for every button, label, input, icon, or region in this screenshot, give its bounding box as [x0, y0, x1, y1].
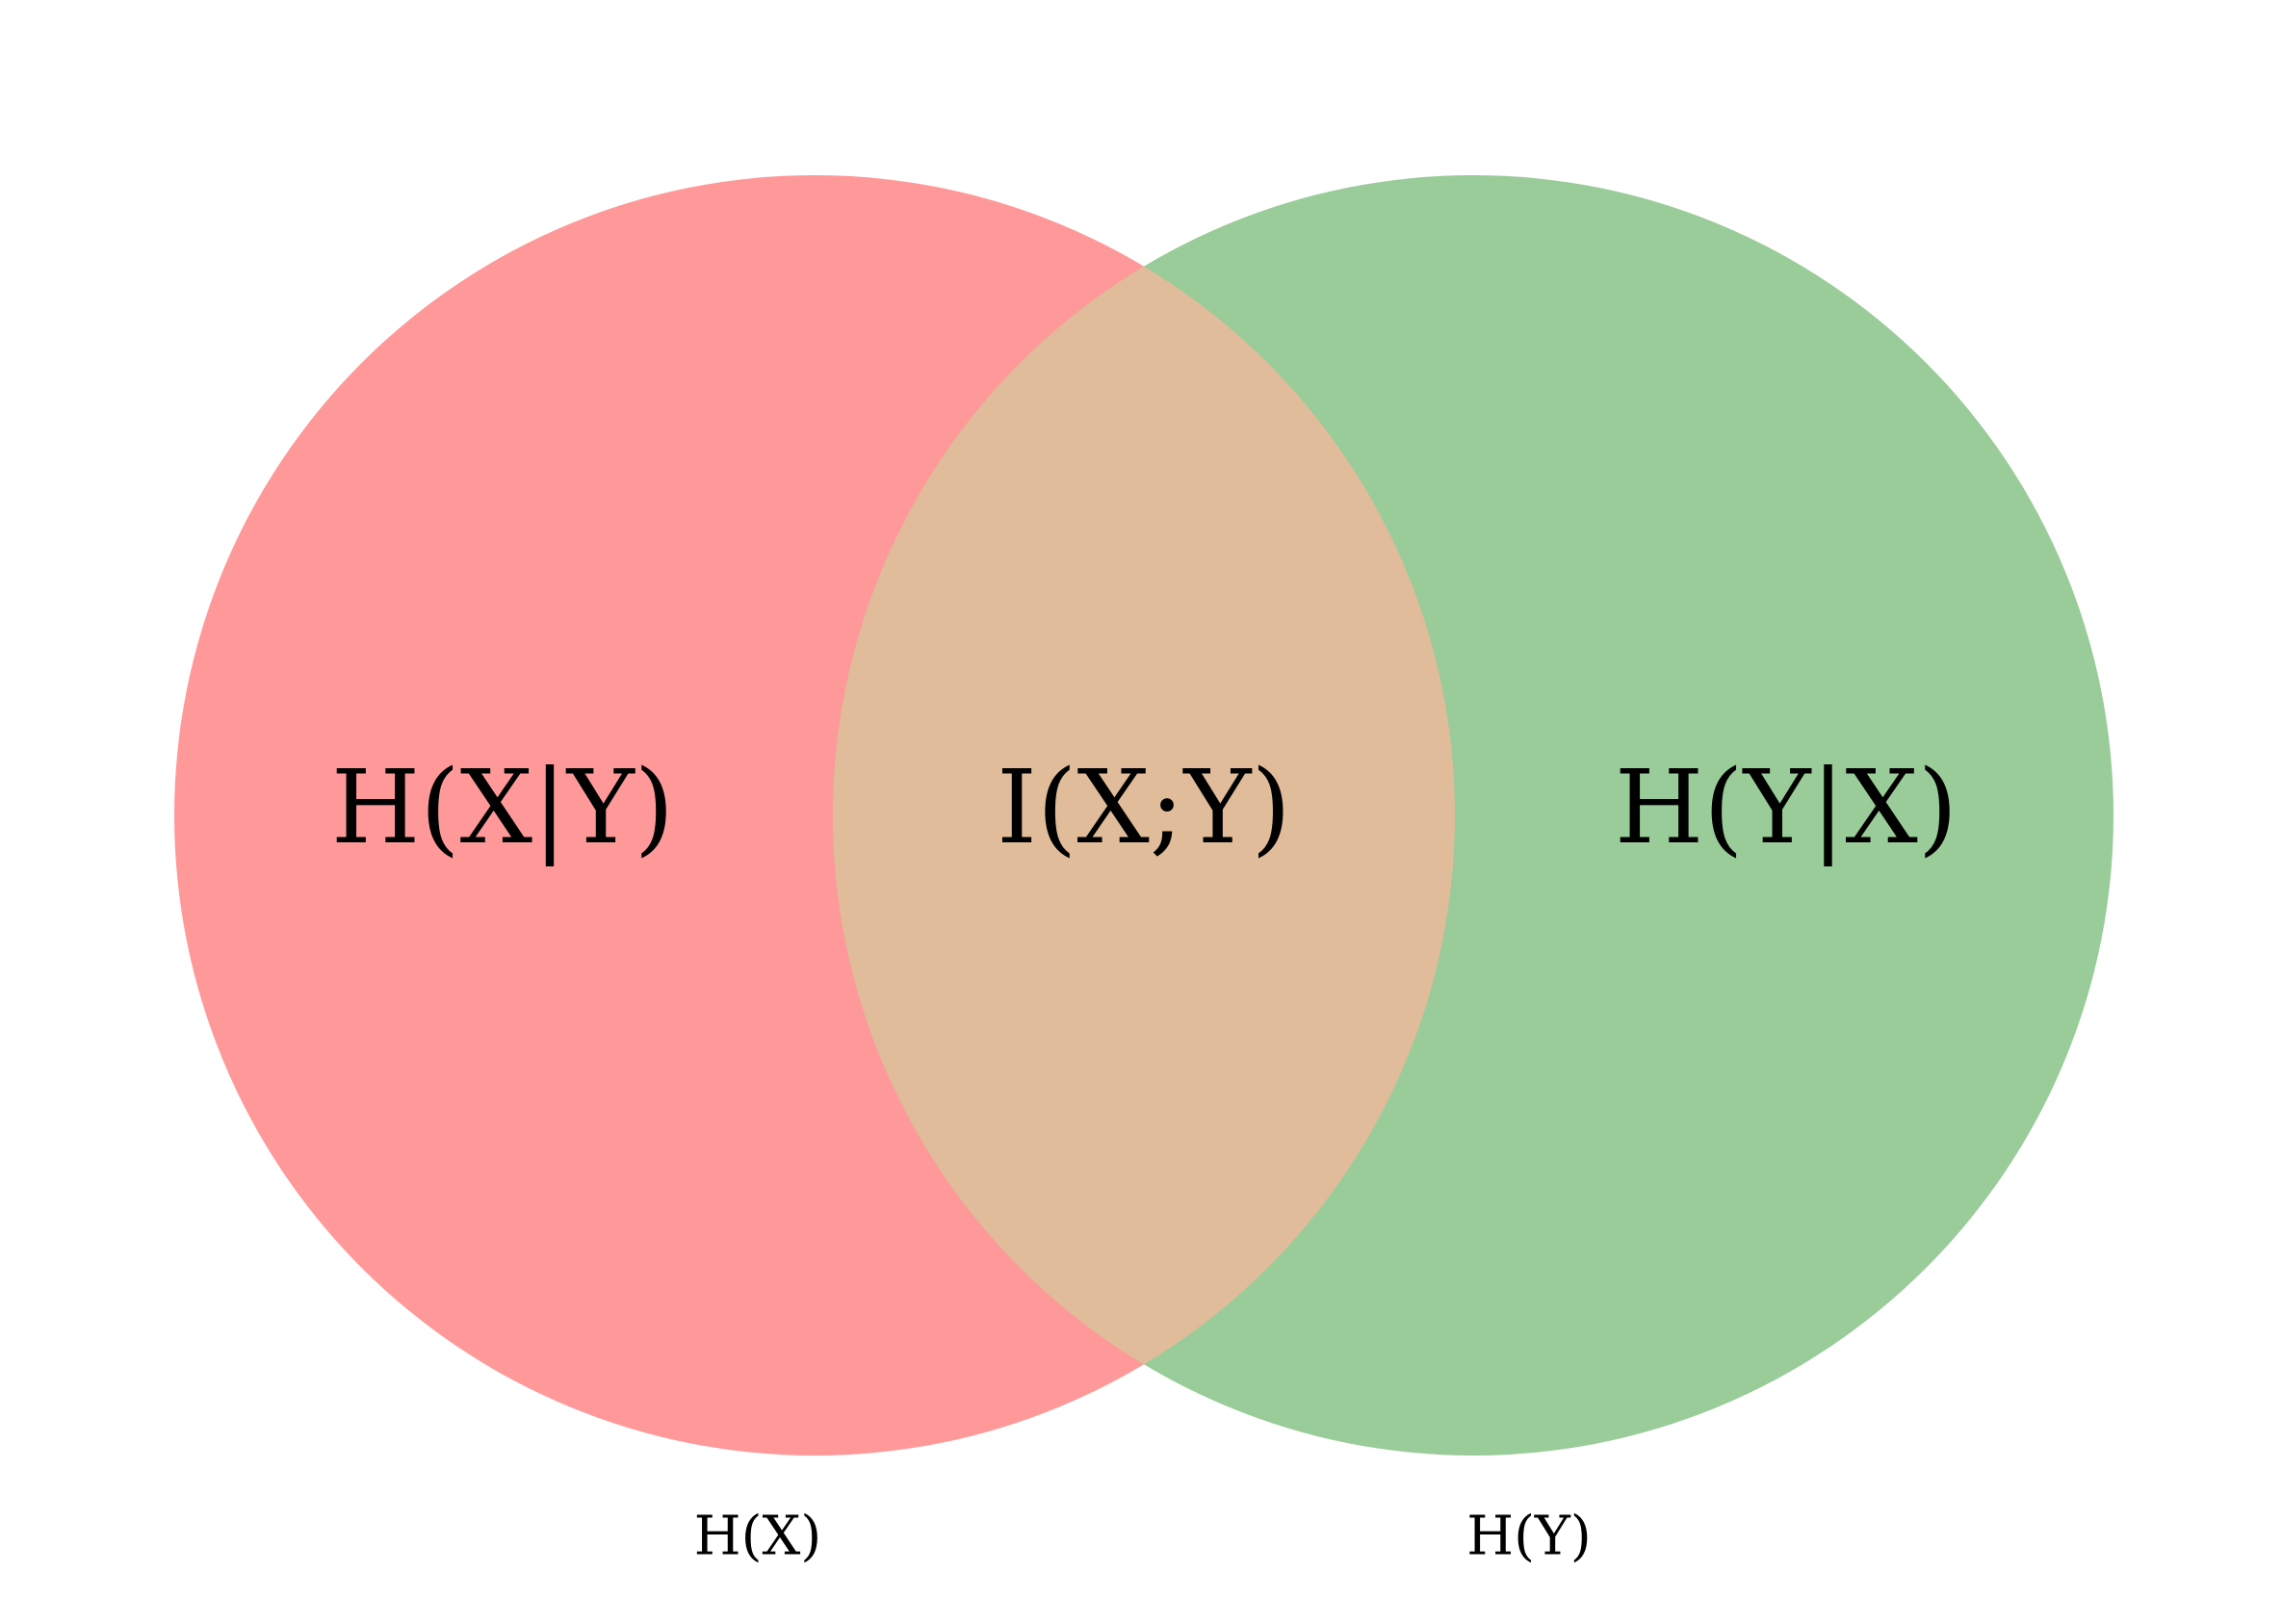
set-y-label: H(Y)	[1466, 1506, 1592, 1568]
set-x-label: H(X)	[694, 1506, 821, 1568]
intersection-region	[833, 175, 1455, 1456]
region-label-left-only: H(X|Y)	[331, 748, 674, 866]
region-label-right-only: H(Y|X)	[1615, 748, 1958, 866]
region-label-intersection: I(X;Y)	[997, 748, 1291, 866]
